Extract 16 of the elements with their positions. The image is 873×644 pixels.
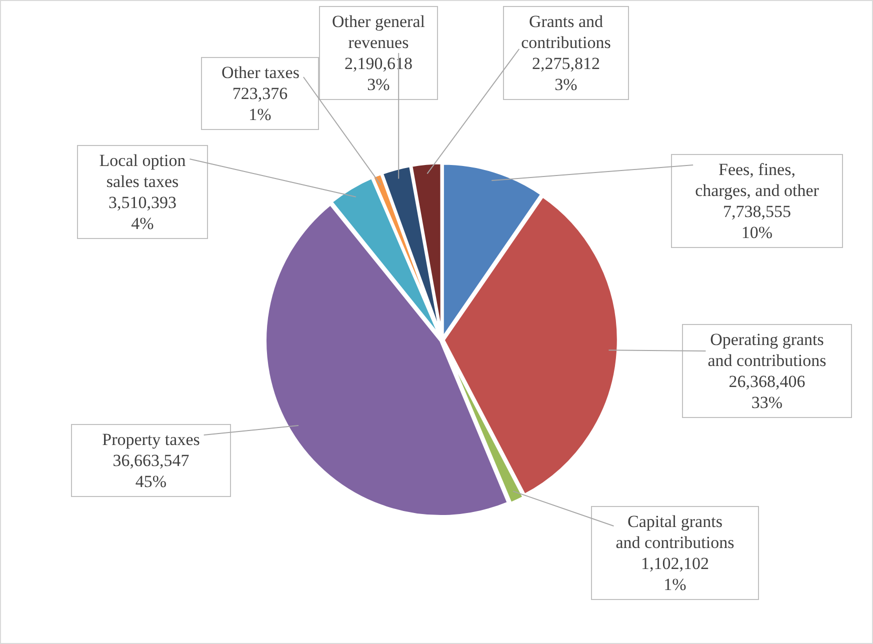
slice-label: Grants and contributions (520, 11, 612, 53)
data-label: 7,738,555 10% (722, 201, 792, 243)
slice-label: Property taxes (101, 429, 201, 450)
slice-label: Capital grants and contributions (614, 511, 736, 553)
data-label: 3,510,393 4% (108, 192, 178, 234)
data-label: 723,376 1% (231, 83, 289, 125)
slice-label: Operating grants and contributions (706, 329, 828, 371)
data-label: 36,663,547 45% (112, 450, 190, 492)
slice-label: Other taxes (220, 62, 300, 83)
data-label: 2,190,618 3% (344, 53, 414, 95)
slice-label: Fees, fines, charges, and other (694, 159, 820, 201)
data-label: 1,102,102 1% (640, 553, 710, 595)
data-label: 2,275,812 3% (531, 53, 601, 95)
slice-label: Local option sales taxes (98, 150, 187, 192)
slice-label: Other general revenues (331, 11, 426, 53)
data-label: 26,368,406 33% (728, 371, 806, 413)
